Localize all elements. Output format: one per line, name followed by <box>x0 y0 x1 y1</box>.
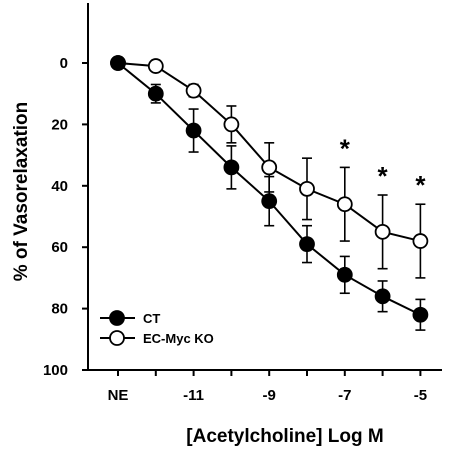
data-point <box>185 122 202 139</box>
y-axis-title: % of Vasorelaxation <box>11 102 32 282</box>
significance-star: * <box>378 161 389 191</box>
legend-label: CT <box>143 311 160 326</box>
data-point <box>412 306 429 323</box>
y-tick-label: 40 <box>51 178 68 195</box>
legend: CT EC-Myc KO <box>100 310 214 346</box>
data-point <box>185 82 202 99</box>
x-axis: NE -11 -9 -7 -5 <box>108 370 427 404</box>
data-point <box>223 116 240 133</box>
data-point <box>261 193 278 210</box>
data-point <box>299 236 315 253</box>
data-point <box>374 288 391 305</box>
x-tick-label: -7 <box>338 387 351 404</box>
data-point <box>261 159 278 176</box>
legend-item: CT <box>100 310 160 326</box>
data-point <box>374 223 391 240</box>
data-point <box>147 85 164 102</box>
data-point <box>223 159 240 176</box>
x-tick-label: -11 <box>183 387 204 404</box>
x-tick-label: NE <box>108 387 129 404</box>
legend-marker <box>109 310 125 326</box>
data-point <box>412 233 429 249</box>
significance-star: * <box>415 170 426 200</box>
data-point <box>299 180 315 197</box>
x-axis-title: [Acetylcholine] Log M <box>186 426 383 447</box>
y-tick-label: 20 <box>51 116 68 133</box>
data-point <box>336 266 353 283</box>
series-layer <box>110 55 429 331</box>
y-axis: 0 20 40 60 80 100 <box>43 55 88 379</box>
y-tick-label: 100 <box>43 362 68 379</box>
legend-label: EC-Myc KO <box>143 331 214 346</box>
markers-ct <box>110 55 429 323</box>
data-point <box>110 55 126 71</box>
significance-star: * <box>340 133 351 163</box>
x-tick-label: -9 <box>263 387 276 404</box>
data-point <box>336 196 353 213</box>
legend-item: EC-Myc KO <box>100 330 214 346</box>
y-tick-label: 60 <box>51 239 68 256</box>
y-tick-label: 80 <box>51 301 68 318</box>
y-tick-label: 0 <box>60 55 68 72</box>
data-point <box>147 58 164 74</box>
annotations: * * * <box>340 133 427 200</box>
legend-marker <box>109 330 125 346</box>
x-tick-label: -5 <box>414 387 427 404</box>
